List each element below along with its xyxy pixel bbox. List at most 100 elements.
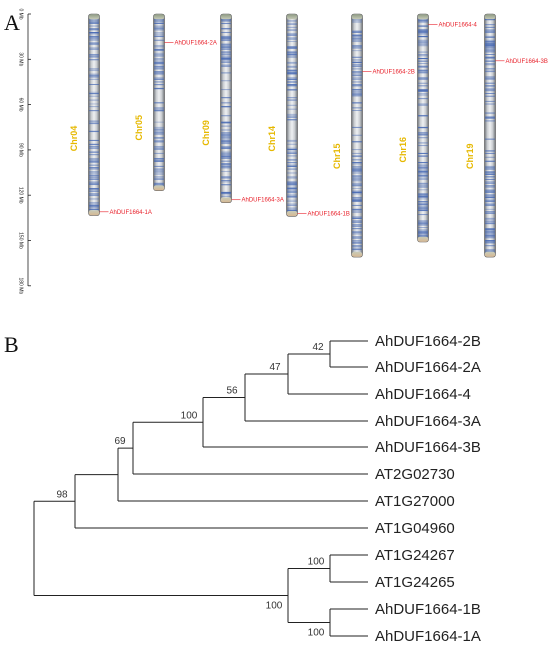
gene-density-band: [485, 194, 495, 196]
gene-density-band: [287, 84, 297, 86]
gene-density-band: [485, 242, 495, 244]
gene-density-band: [418, 132, 428, 133]
gene-density-band: [352, 152, 362, 154]
gene-density-band: [154, 58, 164, 59]
gene-density-band: [154, 19, 164, 21]
chromosome-top-cap: [153, 14, 165, 20]
gene-density-band: [287, 147, 297, 149]
gene-density-band: [485, 189, 495, 191]
gene-density-band: [352, 237, 362, 239]
gene-density-band: [352, 34, 362, 36]
gene-density-band: [287, 73, 297, 75]
gene-density-band: [352, 246, 362, 248]
gene-density-band: [418, 173, 428, 175]
gene-density-band: [89, 204, 99, 207]
gene-density-band: [287, 201, 297, 202]
gene-density-band: [287, 37, 297, 39]
gene-density-band: [418, 45, 428, 47]
chromosome-top-cap: [286, 14, 298, 20]
gene-density-band: [485, 211, 495, 213]
gene-density-band: [89, 29, 99, 31]
gene-density-band: [287, 108, 297, 110]
bootstrap-value: 98: [56, 489, 68, 500]
gene-density-band: [352, 241, 362, 243]
gene-density-band: [418, 229, 428, 231]
gene-density-band: [485, 35, 495, 37]
gene-density-band: [221, 139, 231, 142]
gene-density-band: [287, 29, 297, 31]
gene-density-band: [485, 51, 495, 53]
gene-density-band: [485, 219, 495, 221]
gene-density-band: [287, 26, 297, 29]
gene-density-band: [154, 60, 164, 62]
gene-density-band: [287, 177, 297, 179]
gene-density-band: [485, 230, 495, 233]
gene-density-band: [418, 214, 428, 216]
gene-density-band: [154, 184, 164, 186]
gene-density-band: [89, 207, 99, 209]
gene-density-band: [287, 54, 297, 56]
gene-density-band: [352, 50, 362, 52]
gene-density-band: [352, 41, 362, 43]
gene-density-band: [154, 87, 164, 90]
gene-density-band: [418, 98, 428, 100]
gene-density-band: [418, 164, 428, 166]
gene-density-band: [287, 149, 297, 151]
gene-density-band: [418, 152, 428, 154]
gene-density-band: [418, 72, 428, 74]
gene-density-band: [287, 24, 297, 26]
gene-density-band: [221, 20, 231, 22]
gene-density-band: [221, 138, 231, 140]
gene-density-band: [418, 198, 428, 200]
gene-density-band: [89, 160, 99, 162]
chromosome-body: [351, 13, 363, 258]
gene-density-band: [352, 19, 362, 21]
gene-density-band: [485, 112, 495, 114]
gene-density-band: [89, 56, 99, 58]
gene-density-band: [154, 133, 164, 135]
gene-density-band: [154, 39, 164, 41]
gene-density-band: [352, 165, 362, 168]
gene-density-band: [287, 207, 297, 209]
gene-density-band: [418, 177, 428, 179]
gene-density-band: [89, 25, 99, 27]
gene-density-band: [418, 115, 428, 117]
gene-density-band: [485, 190, 495, 192]
gene-density-band: [485, 30, 495, 32]
gene-density-band: [418, 69, 428, 71]
gene-density-band: [89, 106, 99, 108]
gene-density-band: [89, 176, 99, 178]
gene-density-band: [154, 71, 164, 73]
chromosome-top-cap: [484, 14, 496, 20]
gene-density-band: [485, 89, 495, 91]
gene-density-band: [485, 64, 495, 66]
gene-density-band: [89, 208, 99, 211]
gene-density-band: [287, 189, 297, 191]
gene-density-band: [352, 190, 362, 192]
gene-density-band: [352, 56, 362, 58]
gene-density-band: [352, 178, 362, 180]
gene-density-band: [352, 45, 362, 47]
gene-density-band: [89, 173, 99, 175]
gene-density-band: [89, 164, 99, 166]
tree-leaf-label: AT1G04960: [375, 520, 455, 537]
gene-density-band: [154, 28, 164, 30]
gene-density-band: [154, 158, 164, 160]
gene-density-band: [352, 89, 362, 91]
gene-density-band: [89, 73, 99, 75]
gene-density-band: [352, 204, 362, 206]
gene-density-band: [89, 178, 99, 180]
gene-density-band: [89, 194, 99, 196]
gene-density-band: [418, 82, 428, 84]
tree-leaf-label: AhDUF1664-3B: [375, 439, 481, 456]
gene-density-band: [485, 54, 495, 55]
gene-density-band: [485, 82, 495, 84]
scale-tick-label: 60 Mb: [18, 98, 24, 112]
gene-density-band: [287, 104, 297, 106]
gene-density-band: [154, 65, 164, 67]
gene-density-band: [89, 188, 99, 190]
gene-density-band: [485, 160, 495, 162]
gene-density-band: [221, 60, 231, 62]
gene-density-band: [418, 194, 428, 196]
gene-density-band: [221, 160, 231, 162]
